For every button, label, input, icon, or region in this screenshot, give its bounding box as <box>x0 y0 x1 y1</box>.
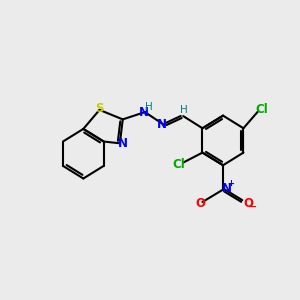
Text: S: S <box>95 102 104 115</box>
Text: +: + <box>227 179 234 188</box>
Text: N: N <box>118 137 128 150</box>
Text: Cl: Cl <box>172 158 185 171</box>
Text: Cl: Cl <box>255 103 268 116</box>
Text: O: O <box>243 196 253 210</box>
Text: −: − <box>248 201 257 212</box>
Text: N: N <box>157 118 166 131</box>
Text: H: H <box>145 102 153 112</box>
Text: H: H <box>180 105 188 115</box>
Text: N: N <box>139 106 149 119</box>
Text: N: N <box>221 182 231 195</box>
Text: O: O <box>195 196 205 210</box>
